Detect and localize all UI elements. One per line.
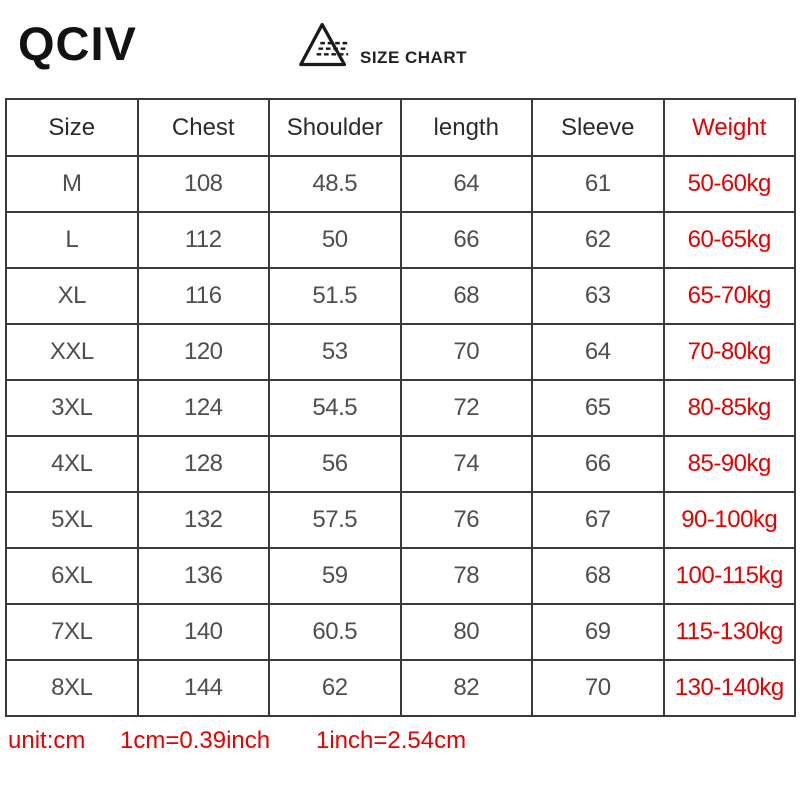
cell-length: 70 — [399, 323, 533, 381]
cell-weight: 60-65kg — [662, 211, 796, 269]
cell-sleeve: 62 — [531, 211, 665, 269]
cell-shoulder: 51.5 — [268, 267, 402, 325]
cell-length: 76 — [399, 491, 533, 549]
cell-size: XXL — [5, 323, 139, 381]
cell-sleeve: 63 — [531, 267, 665, 325]
cell-sleeve: 68 — [531, 547, 665, 605]
cell-weight: 90-100kg — [662, 491, 796, 549]
cell-chest: 124 — [136, 379, 270, 437]
col-header-weight: Weight — [662, 98, 796, 157]
cell-length: 64 — [399, 155, 533, 213]
cell-size: 3XL — [5, 379, 139, 437]
cell-weight: 100-115kg — [662, 547, 796, 605]
cell-weight: 115-130kg — [662, 603, 796, 661]
table-row: XXL 120 53 70 64 70-80kg — [5, 323, 796, 381]
cell-size: 7XL — [5, 603, 139, 661]
cell-chest: 144 — [136, 659, 270, 717]
col-header-size: Size — [5, 98, 139, 157]
cell-length: 72 — [399, 379, 533, 437]
cell-sleeve: 65 — [531, 379, 665, 437]
cell-chest: 112 — [136, 211, 270, 269]
cell-chest: 108 — [136, 155, 270, 213]
cell-sleeve: 70 — [531, 659, 665, 717]
size-chart-badge: SIZE CHART — [298, 20, 467, 70]
cell-length: 68 — [399, 267, 533, 325]
table-row: 4XL 128 56 74 66 85-90kg — [5, 435, 796, 493]
cell-size: 5XL — [5, 491, 139, 549]
cell-chest: 140 — [136, 603, 270, 661]
size-chart-title: SIZE CHART — [360, 48, 467, 67]
cell-shoulder: 57.5 — [268, 491, 402, 549]
table-row: 5XL 132 57.5 76 67 90-100kg — [5, 491, 796, 549]
cell-shoulder: 48.5 — [268, 155, 402, 213]
inch-to-cm-label: 1inch=2.54cm — [316, 727, 467, 754]
cell-weight: 65-70kg — [662, 267, 796, 325]
cell-length: 82 — [399, 659, 533, 717]
table-row: 8XL 144 62 82 70 130-140kg — [5, 659, 796, 717]
table-row: 3XL 124 54.5 72 65 80-85kg — [5, 379, 796, 437]
cell-sleeve: 66 — [531, 435, 665, 493]
cell-length: 74 — [399, 435, 533, 493]
table-row: L 112 50 66 62 60-65kg — [5, 211, 796, 269]
cell-shoulder: 56 — [268, 435, 402, 493]
cell-chest: 116 — [136, 267, 270, 325]
col-header-length: length — [399, 98, 533, 157]
unit-label: unit:cm — [8, 727, 86, 754]
cell-chest: 128 — [136, 435, 270, 493]
table-row: 6XL 136 59 78 68 100-115kg — [5, 547, 796, 605]
cell-size: L — [5, 211, 139, 269]
cell-size: M — [5, 155, 139, 213]
cell-size: 4XL — [5, 435, 139, 493]
cell-length: 80 — [399, 603, 533, 661]
cell-sleeve: 64 — [531, 323, 665, 381]
col-header-shoulder: Shoulder — [268, 98, 402, 157]
unit-note: unit:cm 1cm=0.39inch 1inch=2.54cm — [0, 727, 800, 757]
cell-size: 8XL — [5, 659, 139, 717]
cell-length: 66 — [399, 211, 533, 269]
cell-size: 6XL — [5, 547, 139, 605]
cell-size: XL — [5, 267, 139, 325]
header-row: Size Chest Shoulder length Sleeve Weight — [5, 98, 796, 157]
table-row: M 108 48.5 64 61 50-60kg — [5, 155, 796, 213]
cell-shoulder: 62 — [268, 659, 402, 717]
cell-shoulder: 54.5 — [268, 379, 402, 437]
table-row: XL 116 51.5 68 63 65-70kg — [5, 267, 796, 325]
cell-chest: 120 — [136, 323, 270, 381]
cell-chest: 132 — [136, 491, 270, 549]
cell-chest: 136 — [136, 547, 270, 605]
cell-weight: 85-90kg — [662, 435, 796, 493]
cell-shoulder: 53 — [268, 323, 402, 381]
cell-weight: 130-140kg — [662, 659, 796, 717]
cell-weight: 50-60kg — [662, 155, 796, 213]
cell-sleeve: 69 — [531, 603, 665, 661]
size-chart-table: Size Chest Shoulder length Sleeve Weight… — [5, 98, 796, 717]
cell-shoulder: 60.5 — [268, 603, 402, 661]
cell-sleeve: 67 — [531, 491, 665, 549]
col-header-chest: Chest — [136, 98, 270, 157]
cell-sleeve: 61 — [531, 155, 665, 213]
triangle-lines-icon — [299, 22, 349, 67]
cell-length: 78 — [399, 547, 533, 605]
cell-weight: 70-80kg — [662, 323, 796, 381]
cell-weight: 80-85kg — [662, 379, 796, 437]
cell-shoulder: 50 — [268, 211, 402, 269]
col-header-sleeve: Sleeve — [531, 98, 665, 157]
cell-shoulder: 59 — [268, 547, 402, 605]
cm-to-inch-label: 1cm=0.39inch — [120, 727, 271, 754]
table-row: 7XL 140 60.5 80 69 115-130kg — [5, 603, 796, 661]
brand-logo: QCIV — [18, 17, 137, 70]
